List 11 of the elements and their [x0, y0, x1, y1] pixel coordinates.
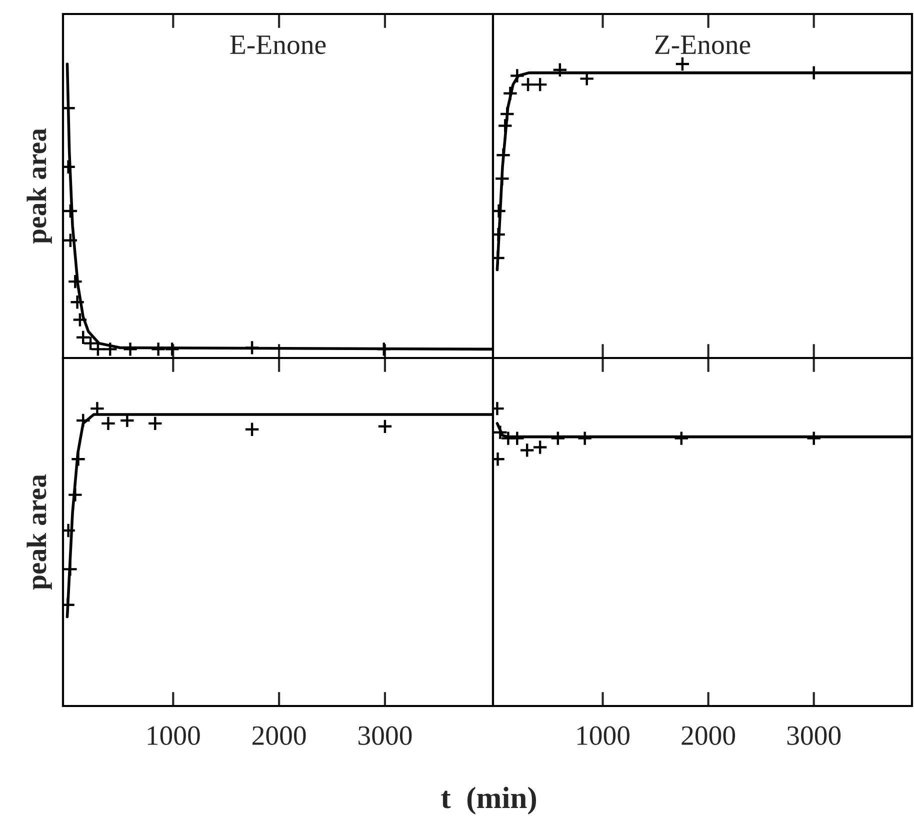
- x-tick-label: 1000: [148, 726, 200, 745]
- y-axis-title: peak area: [26, 474, 52, 590]
- x-tick-label: 3000: [358, 726, 412, 745]
- x-tick-label: 1000: [577, 726, 630, 745]
- chart-title: Z-Enone: [655, 36, 750, 54]
- x-tick-label: 2000: [252, 726, 306, 745]
- x-tick-label: 3000: [787, 726, 841, 745]
- x-tick-label: 2000: [682, 726, 736, 745]
- chart-title: E-Enone: [230, 36, 326, 54]
- x-axis-title: t (min): [441, 786, 536, 815]
- y-axis-title: peak area: [26, 128, 52, 244]
